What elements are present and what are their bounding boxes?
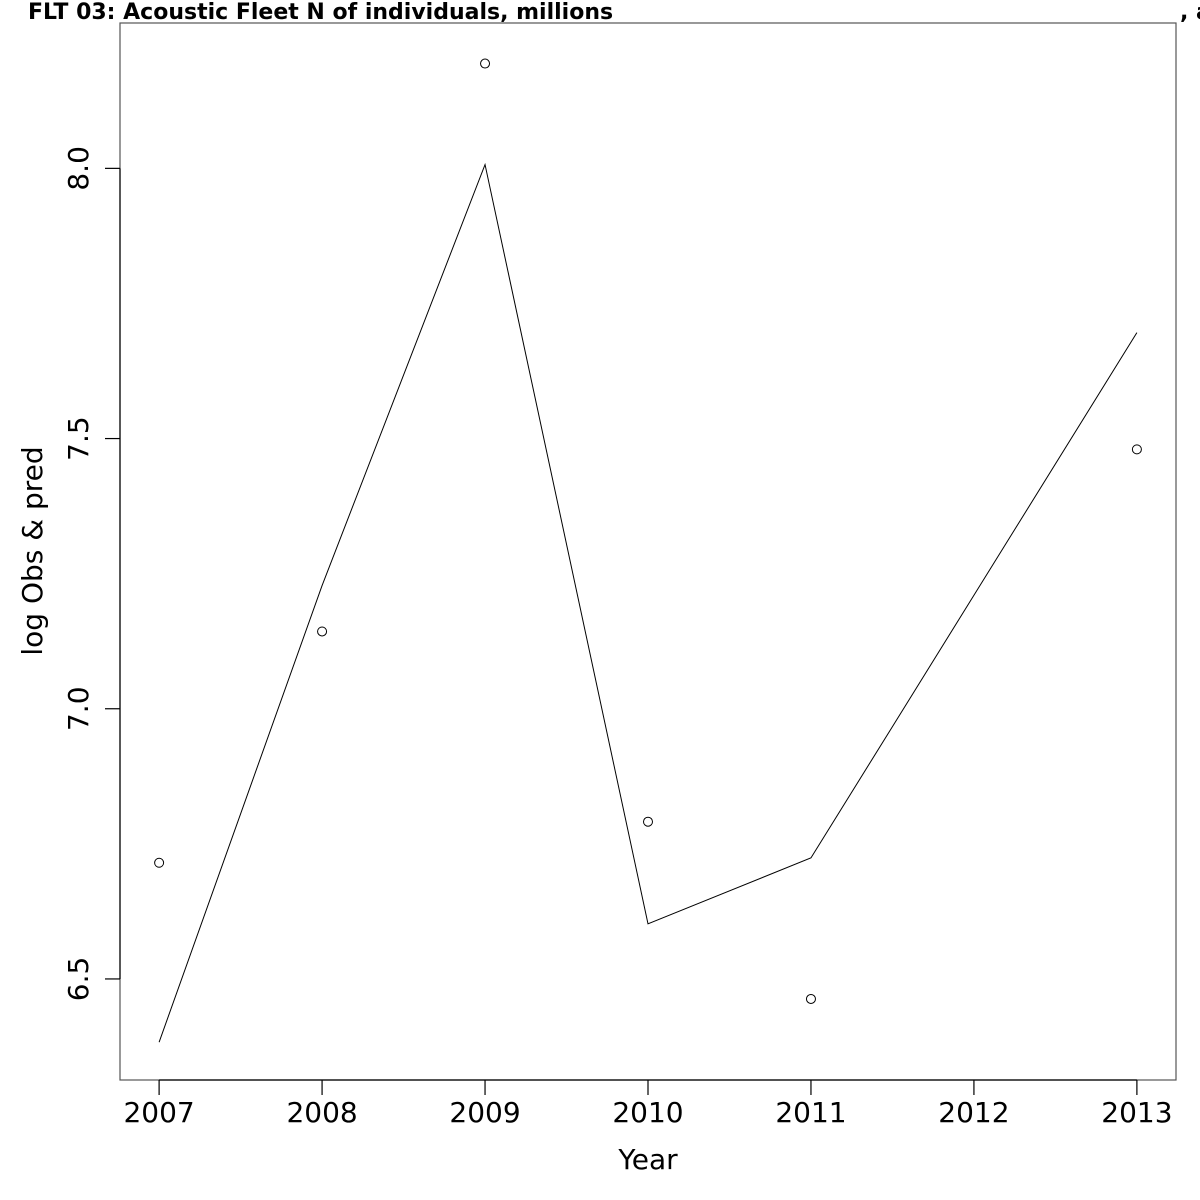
x-axis-label: Year: [617, 1143, 678, 1176]
y-tick-label: 8.0: [62, 146, 95, 191]
x-tick-label: 2007: [123, 1096, 194, 1129]
point: [480, 58, 491, 69]
point: [317, 626, 328, 637]
x-tick-label: 2012: [938, 1096, 1009, 1129]
chart-title: FLT 03: Acoustic Fleet N of individuals,…: [28, 0, 613, 25]
title-annotation: , a: [1180, 0, 1200, 25]
point: [154, 857, 165, 868]
x-tick-label: 2011: [775, 1096, 846, 1129]
y-tick-label: 7.0: [62, 686, 95, 731]
line: [158, 162, 1138, 1043]
x-tick-label: 2010: [612, 1096, 683, 1129]
point: [805, 993, 816, 1004]
point: [643, 816, 653, 827]
point: [1131, 444, 1142, 455]
y-tick-label: 6.5: [62, 957, 95, 1002]
y-axis-label: log Obs & pred: [16, 446, 49, 655]
y-tick-label: 7.5: [62, 416, 95, 461]
x-tick-label: 2013: [1101, 1096, 1172, 1129]
x-tick-label: 2009: [449, 1096, 520, 1129]
x-tick-label: 2008: [286, 1096, 357, 1129]
